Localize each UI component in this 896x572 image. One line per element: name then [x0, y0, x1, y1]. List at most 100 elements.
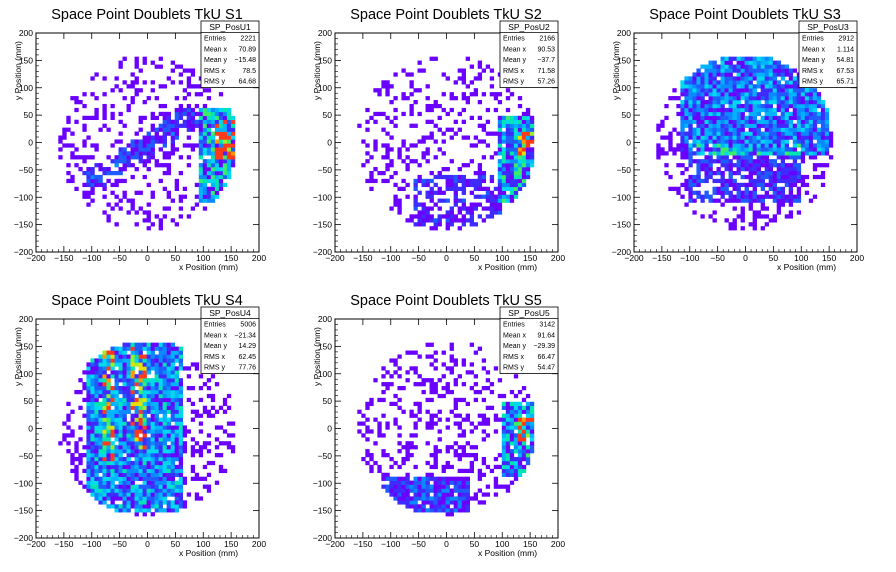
histogram-bin	[457, 453, 462, 458]
histogram-bin	[393, 460, 398, 466]
histogram-bin	[457, 413, 462, 418]
histogram-bin	[102, 445, 107, 450]
histogram-bin	[214, 445, 220, 450]
histogram-bin	[397, 425, 402, 430]
histogram-bin	[106, 476, 111, 481]
histogram-bin	[154, 508, 159, 513]
histogram-bin	[150, 147, 155, 152]
histogram-bin	[740, 60, 745, 65]
histogram-bin	[688, 178, 693, 184]
histogram-bin	[505, 198, 511, 203]
histogram-bin	[724, 115, 729, 121]
histogram-bin	[74, 147, 79, 152]
histogram-bin	[449, 96, 454, 101]
histogram-bin	[816, 92, 822, 97]
histogram-bin	[130, 206, 135, 211]
histogram-bin	[158, 393, 163, 399]
histogram-bin	[377, 397, 382, 403]
histogram-bin	[692, 72, 697, 77]
histogram-bin	[517, 135, 523, 140]
histogram-bin	[708, 123, 713, 128]
histogram-bin	[469, 80, 474, 85]
histogram-bin	[190, 476, 196, 481]
histogram-bin	[808, 127, 814, 132]
histogram-bin	[704, 115, 709, 121]
histogram-bin	[110, 417, 115, 422]
histogram-bin	[110, 413, 115, 418]
histogram-bin	[812, 100, 818, 105]
histogram-bin	[788, 100, 794, 105]
histogram-bin	[525, 131, 531, 136]
histogram-bin	[433, 488, 438, 493]
histogram-bin	[784, 64, 790, 69]
x-tick-label: 100	[794, 253, 808, 263]
histogram-bin	[142, 163, 147, 168]
histogram-bin	[86, 382, 91, 387]
histogram-bin	[788, 167, 794, 172]
y-axis-title: y Position (mm)	[611, 41, 621, 100]
histogram-bin	[142, 342, 147, 347]
histogram-bin	[110, 464, 115, 470]
histogram-bin	[812, 92, 818, 97]
histogram-bin	[816, 127, 822, 132]
histogram-bin	[505, 186, 511, 191]
histogram-bin	[772, 194, 778, 199]
histogram-bin	[365, 151, 370, 156]
histogram-bin	[780, 119, 786, 124]
histogram-bin	[413, 445, 418, 450]
histogram-bin	[668, 143, 673, 148]
histogram-bin	[776, 163, 782, 168]
histogram-bin	[90, 484, 95, 489]
histogram-bin	[477, 413, 483, 418]
histogram-bin	[226, 147, 232, 152]
histogram-bin	[162, 433, 167, 438]
histogram-bin	[230, 127, 236, 132]
stats-value: −37.7	[537, 57, 555, 64]
histogram-bin	[497, 186, 503, 191]
histogram-bin	[457, 445, 462, 450]
histogram-bin	[668, 186, 673, 191]
histogram-bin	[708, 88, 713, 93]
histogram-bin	[736, 147, 741, 152]
histogram-bin	[397, 147, 402, 152]
histogram-bin	[413, 366, 418, 371]
histogram-bin	[210, 131, 216, 136]
histogram-bin	[146, 159, 151, 164]
histogram-bin	[385, 370, 390, 375]
histogram-bin	[680, 107, 685, 113]
histogram-bin	[409, 80, 414, 85]
histogram-bin	[226, 433, 232, 438]
histogram-bin	[122, 342, 127, 347]
histogram-bin	[146, 386, 151, 391]
histogram-bin	[445, 389, 450, 395]
histogram-bin	[166, 449, 171, 454]
histogram-bin	[808, 107, 814, 113]
histogram-bin	[461, 202, 466, 207]
histogram-bin	[138, 115, 143, 121]
histogram-bin	[684, 80, 689, 85]
histogram-bin	[154, 500, 159, 505]
stats-value: 54.81	[836, 57, 854, 64]
histogram-bin	[218, 464, 224, 470]
histogram-bin	[752, 131, 757, 136]
histogram-bin	[174, 417, 180, 422]
histogram-bin	[824, 147, 830, 152]
stats-value: 3142	[539, 322, 555, 329]
histogram-bin	[134, 496, 139, 501]
histogram-bin	[158, 84, 163, 89]
histogram-bin	[218, 405, 224, 410]
histogram-bin	[449, 342, 454, 347]
histogram-bin	[688, 96, 693, 101]
histogram-bin	[748, 123, 753, 128]
histogram-bin	[154, 504, 159, 509]
histogram-bin	[118, 464, 123, 470]
histogram-bin	[509, 190, 515, 195]
histogram-bin	[154, 409, 159, 414]
histogram-bin	[688, 131, 693, 136]
histogram-bin	[413, 413, 418, 418]
histogram-bin	[150, 389, 155, 395]
histogram-bin	[820, 163, 826, 168]
histogram-bin	[130, 433, 135, 438]
histogram-bin	[86, 437, 91, 442]
histogram-bin	[126, 409, 131, 414]
